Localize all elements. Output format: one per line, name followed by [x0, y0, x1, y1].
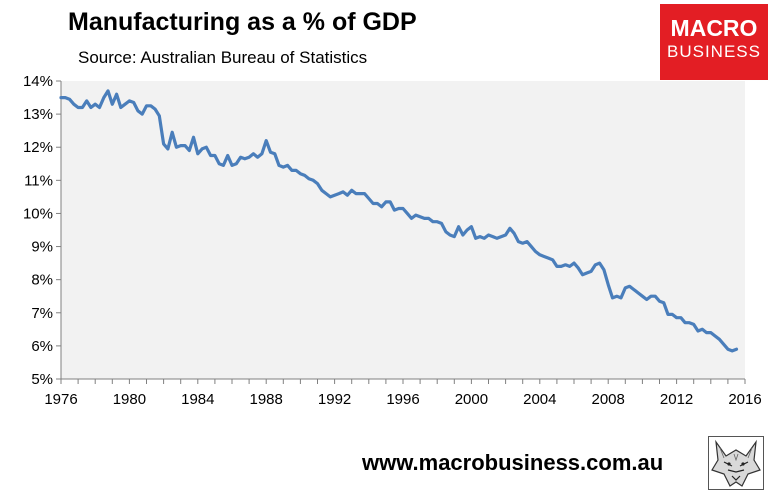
y-tick-label: 12%	[23, 139, 53, 156]
logo-line-macro: MACRO	[670, 15, 758, 41]
x-tick-label: 1996	[386, 391, 419, 408]
y-tick-label: 11%	[24, 172, 53, 189]
chart-title: Manufacturing as a % of GDP	[68, 8, 417, 36]
x-tick-label: 2016	[728, 391, 761, 408]
y-axis: 5% 6% 7% 8% 9% 10% 11% 12% 13% 14%	[23, 73, 62, 388]
y-tick-label: 9%	[31, 239, 53, 256]
x-tick-label: 2008	[592, 391, 625, 408]
series-line	[59, 89, 739, 353]
chart-subtitle: Source: Australian Bureau of Statistics	[78, 48, 368, 67]
series-group	[59, 89, 739, 353]
y-tick-label: 14%	[23, 73, 53, 90]
website-url[interactable]: www.macrobusiness.com.au	[362, 450, 664, 475]
y-tick-label: 7%	[31, 305, 53, 322]
y-tick-label: 5%	[31, 371, 53, 388]
x-tick-label: 1988	[250, 391, 283, 408]
plot-area	[61, 81, 745, 379]
x-tick-label: 1980	[113, 391, 146, 408]
x-tick-label: 2012	[660, 391, 693, 408]
y-tick-label: 6%	[31, 338, 53, 355]
x-tick-label: 2000	[455, 391, 488, 408]
y-tick-label: 13%	[23, 106, 53, 123]
y-tick-label: 10%	[23, 205, 53, 222]
x-tick-label: 1984	[181, 391, 214, 408]
logo-line-business: BUSINESS	[667, 42, 761, 61]
x-tick-label: 1976	[44, 391, 77, 408]
y-tick-label: 8%	[31, 272, 53, 289]
wolf-icon	[708, 436, 764, 490]
x-tick-label: 2004	[523, 391, 556, 408]
x-tick-label: 1992	[318, 391, 351, 408]
x-axis: 1976 1980 1984 1988 1992 1996 2000 2004 2008 2012…	[44, 378, 762, 408]
macrobusiness-logo: MACRO BUSINESS	[660, 4, 768, 80]
